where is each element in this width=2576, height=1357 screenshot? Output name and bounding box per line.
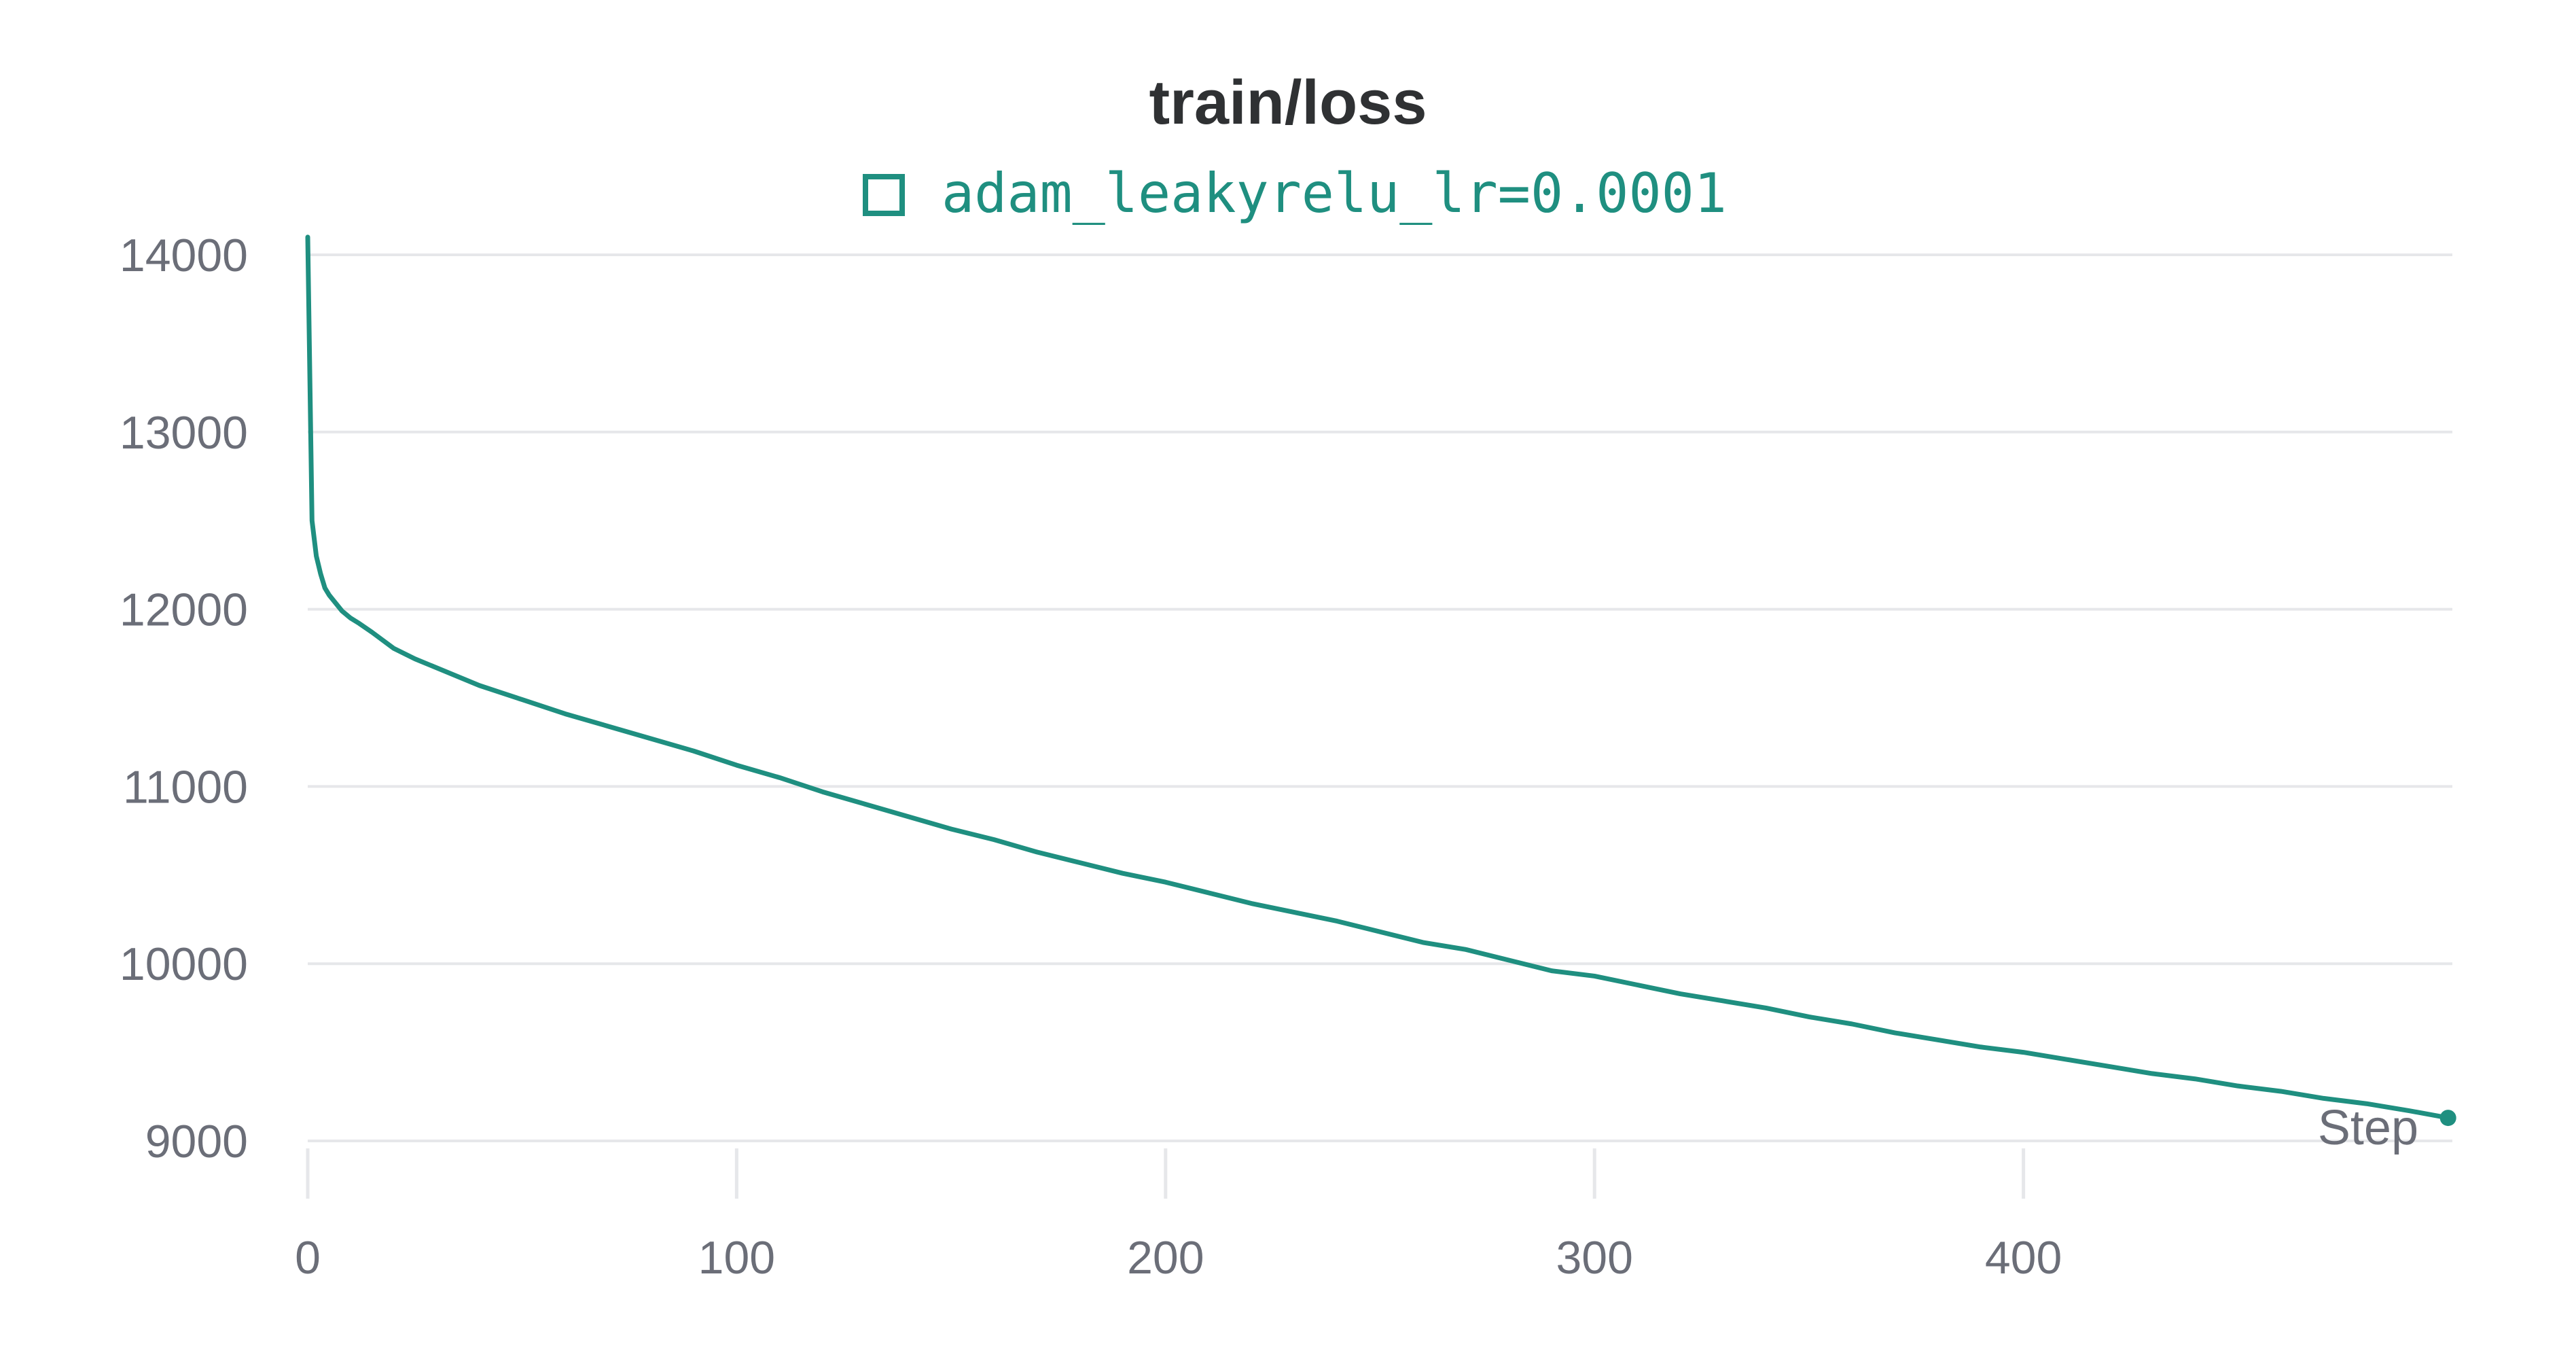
series-end-point-0[interactable] — [2439, 1110, 2456, 1127]
y-tick-label-11000: 11000 — [123, 761, 248, 813]
legend-swatch-icon — [863, 174, 905, 216]
horizontal-gridlines — [308, 253, 2452, 1142]
y-tick-label-12000: 12000 — [120, 584, 248, 636]
x-tick-label-200: 200 — [1127, 1232, 1204, 1284]
y-tick-label-13000: 13000 — [120, 407, 248, 459]
legend[interactable]: adam_leakyrelu_lr=0.0001 — [863, 162, 1727, 225]
legend-series-label: adam_leakyrelu_lr=0.0001 — [942, 162, 1727, 225]
y-tick-label-9000: 9000 — [145, 1116, 248, 1167]
series-layer — [305, 234, 2456, 1127]
chart-title: train/loss — [1149, 68, 1427, 137]
y-tick-label-14000: 14000 — [120, 230, 248, 281]
x-axis-ticks: 0 100 200 300 400 — [295, 1148, 2062, 1284]
x-tick-label-100: 100 — [698, 1232, 775, 1284]
x-tick-label-300: 300 — [1556, 1232, 1632, 1284]
x-axis-label: Step — [2318, 1101, 2418, 1155]
y-axis-ticks: 9000 10000 11000 12000 13000 14000 — [120, 230, 248, 1167]
x-tick-label-0: 0 — [295, 1232, 321, 1284]
series-line-0 — [305, 234, 2451, 1121]
y-tick-label-10000: 10000 — [120, 938, 248, 990]
x-tick-label-400: 400 — [1985, 1232, 2062, 1284]
